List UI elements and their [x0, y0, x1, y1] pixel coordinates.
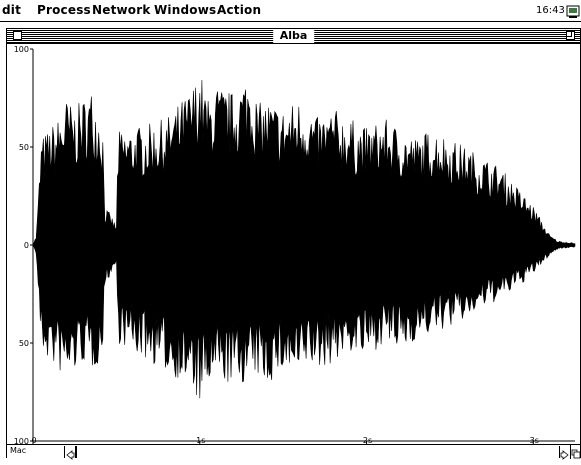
status-bar: Mac [7, 444, 581, 460]
menu-windows[interactable]: Windows [154, 3, 217, 17]
horizontal-scroll-track[interactable] [76, 446, 559, 458]
x-tick-label: 0 [31, 436, 36, 444]
menu-process[interactable]: Process [37, 3, 91, 17]
zoom-box-icon[interactable] [566, 31, 575, 40]
grow-box-icon[interactable] [570, 445, 581, 459]
menu-bar: dit Process Network Windows Action 16:43 [0, 0, 581, 22]
window-titlebar[interactable]: Alba [7, 29, 580, 44]
menu-action[interactable]: Action [217, 3, 262, 17]
mode-label: Mac [10, 446, 27, 455]
menu-network[interactable]: Network [92, 3, 151, 17]
clock: 16:43 [536, 5, 565, 16]
menu-edit[interactable]: dit [2, 3, 22, 17]
x-tick-label: 2s [363, 436, 372, 444]
window-title: Alba [272, 29, 315, 43]
close-box-icon[interactable] [13, 31, 22, 40]
y-tick-label: 50 [19, 143, 29, 152]
waveform-signal [32, 79, 576, 399]
application-icon[interactable] [566, 3, 580, 19]
document-window: Alba 100 50 0 50 100 0 1s 2s 3s Mac [6, 28, 581, 460]
y-tick-label: 0 [24, 241, 29, 250]
scroll-left-arrow-icon[interactable] [64, 446, 76, 460]
y-tick-label: 50 [19, 339, 29, 348]
x-tick-label: 1s [196, 436, 205, 444]
y-tick-label: 100 [14, 437, 29, 444]
x-tick-label: 3s [530, 436, 539, 444]
y-tick-label: 100 [14, 45, 29, 54]
